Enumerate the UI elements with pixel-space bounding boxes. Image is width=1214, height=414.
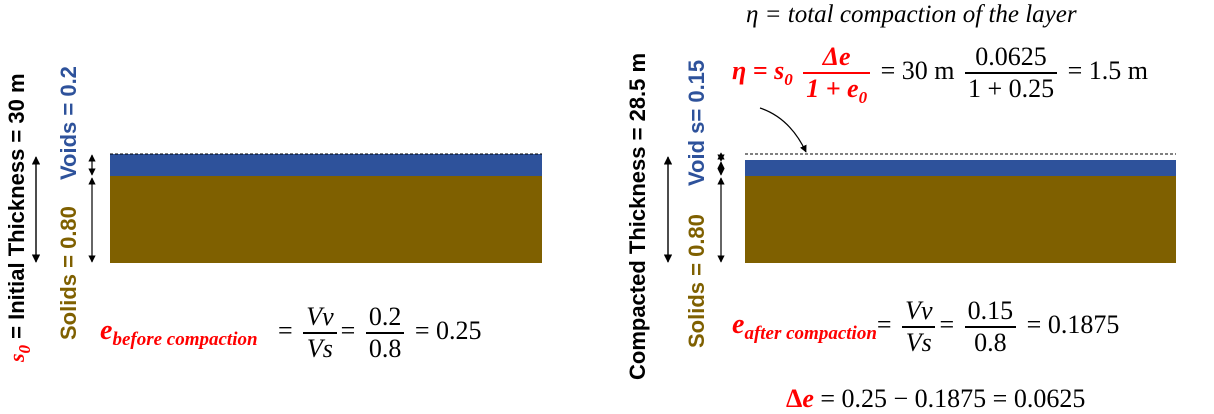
left-solids-layer [110, 176, 542, 263]
eta-middle: = 30 m [880, 55, 955, 85]
after-result: = 0.1875 [1026, 309, 1120, 339]
compacted-thickness-label: Compacted Thickness = 28.5 m [625, 52, 650, 380]
eta-pointer-arrow [759, 107, 807, 153]
eta-result: = 1.5 m [1067, 55, 1149, 85]
vv-vs-before: Vv Vs [303, 302, 337, 364]
e-after-symbol: eafter compaction [732, 308, 877, 344]
before-result: = 0.25 [414, 315, 482, 345]
e-after-equation: eafter compaction= Vv Vs = 0.15 0.8 = 0.… [732, 296, 1120, 358]
eta-fraction: Δe 1 + e0 [803, 42, 871, 106]
before-value-fraction: 0.2 0.8 [365, 302, 405, 364]
e-before-symbol: ebefore compaction [100, 314, 258, 350]
delta-e-symbol: Δe [786, 384, 814, 413]
right-voids-label: Void s= 0.15 [684, 59, 709, 186]
right-solids-label: Solids = 0.80 [684, 214, 709, 348]
vv-vs-after: Vv Vs [902, 296, 936, 358]
right-void-layer [745, 160, 1176, 176]
left-solids-label: Solids = 0.80 [56, 206, 81, 340]
eta-formula: η = s0 Δe 1 + e0 = 30 m 0.0625 1 + 0.25 … [732, 42, 1149, 106]
left-void-layer [110, 154, 542, 176]
left-voids-label: Voids = 0.2 [56, 66, 81, 180]
eta-value-fraction: 0.0625 1 + 0.25 [964, 42, 1058, 104]
s0-symbol: s0 [4, 344, 34, 362]
delta-e-equation: Δe = 0.25 − 0.1875 = 0.0625 [786, 384, 1086, 413]
right-solids-layer [745, 176, 1176, 263]
initial-thickness-label: s0 = Initial Thickness = 30 m [4, 73, 34, 362]
eta-definition: η = total compaction of the layer [746, 1, 1077, 28]
e-before-equation: ebefore compaction = Vv Vs = 0.2 0.8 = 0… [100, 302, 482, 364]
after-value-fraction: 0.15 0.8 [964, 296, 1017, 358]
eta-lhs: η = s0 [732, 55, 793, 89]
